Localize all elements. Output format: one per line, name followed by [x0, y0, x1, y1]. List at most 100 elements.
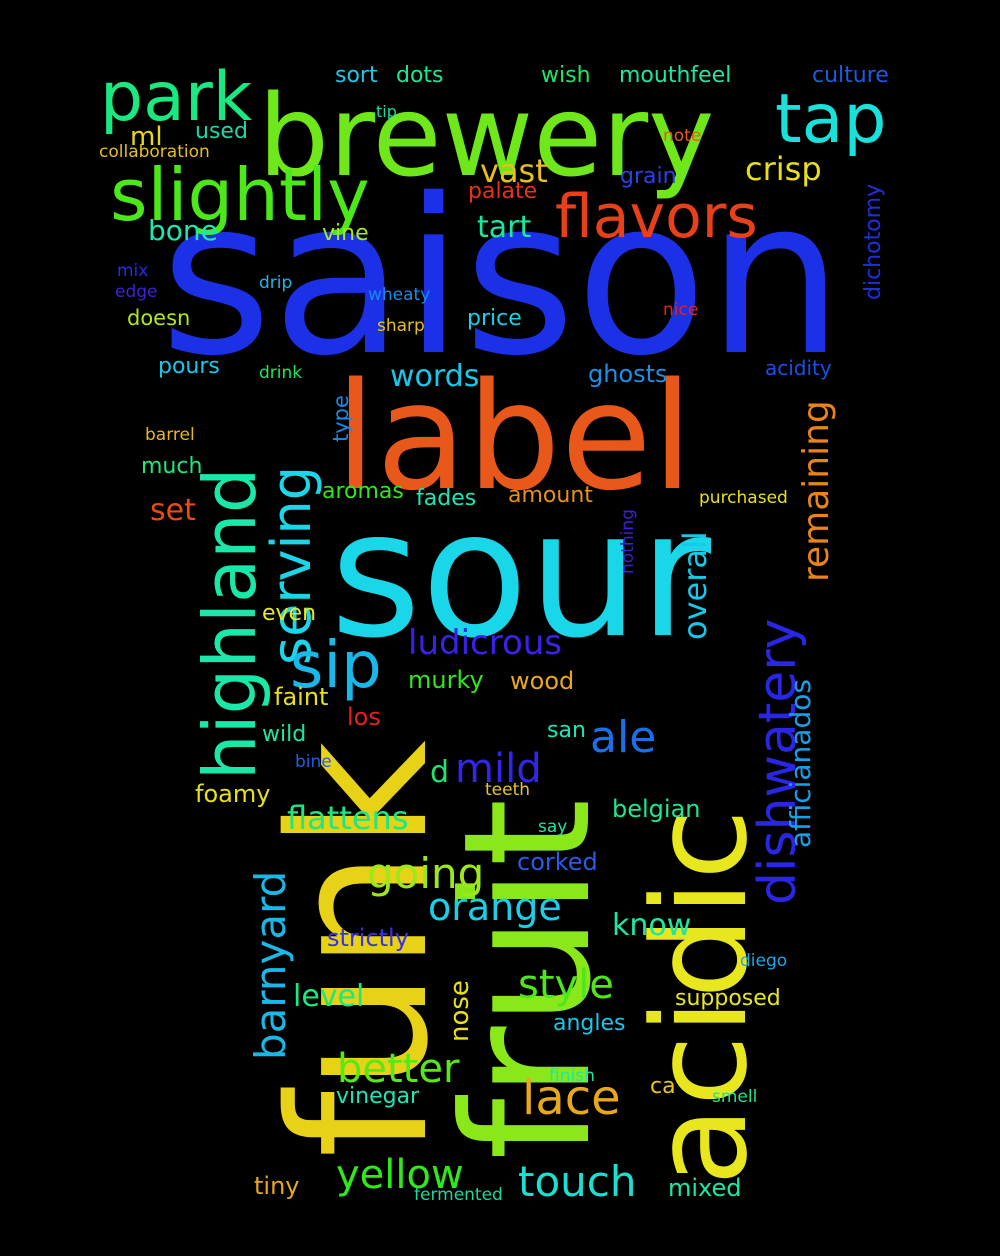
- cloud-word: acidity: [765, 356, 832, 380]
- cloud-word: going: [367, 849, 484, 898]
- cloud-word: barnyard: [246, 871, 295, 1060]
- cloud-word: vine: [322, 221, 369, 246]
- cloud-word: funk: [249, 740, 470, 1158]
- cloud-word: drip: [259, 273, 292, 293]
- cloud-word: mixed: [668, 1174, 742, 1202]
- cloud-word: price: [467, 306, 522, 331]
- cloud-word: tap: [775, 80, 887, 159]
- cloud-word: collaboration: [99, 142, 210, 162]
- cloud-word: slightly: [110, 153, 370, 237]
- cloud-word: smell: [712, 1087, 757, 1107]
- cloud-word: fruit: [427, 798, 630, 1160]
- cloud-word: level: [293, 979, 364, 1014]
- cloud-word: san: [547, 718, 586, 743]
- cloud-word: tiny: [254, 1172, 300, 1200]
- cloud-word: wish: [541, 63, 591, 88]
- cloud-word: park: [100, 58, 253, 137]
- cloud-word: afficianados: [784, 679, 817, 848]
- cloud-word: finish: [549, 1066, 595, 1086]
- cloud-word: sort: [335, 63, 378, 88]
- cloud-word: words: [390, 359, 479, 394]
- cloud-word: label: [335, 351, 693, 523]
- cloud-word: supposed: [675, 986, 781, 1011]
- cloud-word: corked: [517, 848, 598, 876]
- cloud-word: better: [337, 1046, 460, 1092]
- cloud-word: say: [538, 817, 567, 837]
- cloud-word: purchased: [699, 488, 788, 508]
- cloud-word: know: [612, 908, 691, 943]
- cloud-word: overall: [676, 531, 714, 640]
- cloud-word: lace: [522, 1070, 621, 1126]
- cloud-word: ludicrous: [408, 623, 562, 663]
- cloud-word: ghosts: [588, 360, 668, 388]
- cloud-word: pours: [158, 354, 220, 379]
- cloud-word: touch: [518, 1157, 637, 1206]
- cloud-word: amount: [508, 483, 593, 508]
- cloud-word: palate: [468, 179, 537, 204]
- cloud-word: sour: [330, 474, 711, 677]
- cloud-word: fermented: [414, 1185, 503, 1205]
- cloud-word: d: [430, 755, 449, 790]
- cloud-word: set: [150, 493, 196, 528]
- cloud-word: wheaty: [368, 285, 430, 305]
- cloud-word: dishwatery: [748, 619, 808, 905]
- cloud-word: mouthfeel: [619, 63, 731, 88]
- cloud-word: sharp: [377, 316, 425, 336]
- cloud-word: acidic: [624, 809, 776, 1186]
- cloud-word: grain: [620, 164, 677, 189]
- cloud-word: diego: [740, 951, 787, 971]
- cloud-word: bine: [295, 752, 332, 772]
- cloud-word: note: [663, 126, 701, 146]
- cloud-word: teeth: [485, 780, 530, 800]
- cloud-word: remaining: [796, 400, 837, 582]
- cloud-word: tip: [376, 102, 397, 121]
- cloud-word: mix: [117, 261, 148, 281]
- cloud-word: brewery: [258, 72, 714, 202]
- cloud-word: nice: [663, 300, 698, 320]
- cloud-word: foamy: [195, 780, 270, 808]
- cloud-word: highland: [188, 468, 272, 780]
- cloud-word: belgian: [612, 795, 701, 823]
- cloud-word: ca: [650, 1074, 676, 1099]
- cloud-word: faint: [274, 683, 328, 711]
- cloud-word: wild: [262, 722, 306, 747]
- cloud-word: sip: [290, 629, 382, 703]
- cloud-word: serving: [260, 466, 323, 665]
- cloud-word: edge: [115, 282, 158, 302]
- cloud-word: doesn: [127, 306, 190, 330]
- cloud-word: los: [347, 703, 381, 731]
- cloud-word: aromas: [322, 479, 404, 504]
- cloud-word: dichotomy: [861, 184, 886, 300]
- cloud-word: yellow: [336, 1152, 464, 1198]
- cloud-word: dots: [396, 63, 444, 88]
- cloud-word: flavors: [555, 182, 758, 252]
- cloud-word: even: [262, 601, 316, 626]
- cloud-word: flattens: [287, 799, 409, 837]
- cloud-word: angles: [553, 1011, 626, 1036]
- cloud-word: ale: [590, 712, 656, 763]
- cloud-word: tart: [477, 210, 531, 245]
- cloud-word: bone: [148, 214, 218, 247]
- cloud-word: much: [141, 454, 202, 479]
- cloud-word: nothing: [618, 509, 638, 574]
- cloud-word: barrel: [145, 425, 195, 445]
- cloud-word: saison: [160, 152, 843, 403]
- cloud-word: murky: [408, 666, 484, 694]
- cloud-word: drink: [259, 363, 302, 383]
- cloud-word: style: [518, 962, 614, 1008]
- cloud-word: type: [329, 395, 353, 442]
- cloud-word: crisp: [745, 150, 822, 188]
- cloud-word: mild: [455, 746, 542, 792]
- cloud-word: fades: [416, 486, 476, 511]
- cloud-word: wood: [510, 667, 574, 695]
- cloud-word: ml: [130, 122, 163, 152]
- cloud-word: orange: [428, 885, 562, 929]
- cloud-word: culture: [812, 63, 889, 88]
- cloud-word: vast: [480, 152, 548, 190]
- cloud-word: nose: [445, 980, 475, 1042]
- cloud-word: strictly: [327, 924, 409, 952]
- cloud-word: vinegar: [336, 1084, 420, 1109]
- cloud-word: used: [195, 119, 248, 144]
